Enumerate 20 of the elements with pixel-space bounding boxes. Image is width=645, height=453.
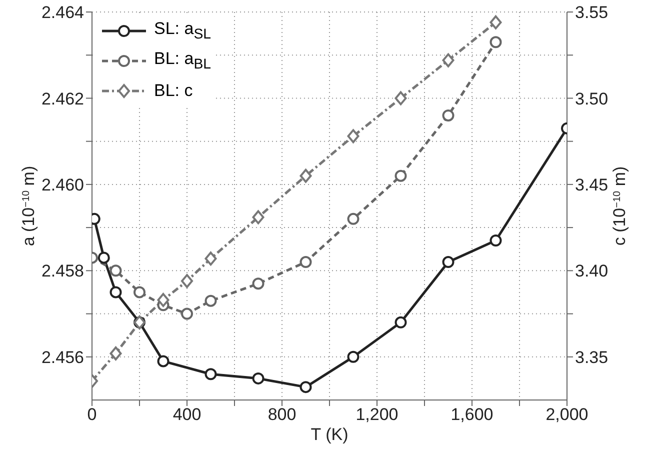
- legend-label: BL: a$_{BL}$: [154, 49, 212, 73]
- y2-tick-label: 3.40: [575, 262, 608, 281]
- y2-tick-label: 3.35: [575, 348, 608, 367]
- legend-label: BL: c: [154, 81, 193, 101]
- x-tick-label: 800: [268, 405, 296, 424]
- y2-tick-label: 3.45: [575, 175, 608, 194]
- x-tick-label: 1,200: [356, 405, 398, 424]
- x-tick-label: 400: [172, 405, 202, 424]
- x-tick-label: 2,000: [546, 405, 588, 424]
- y-tick-label: 2.464: [41, 3, 84, 22]
- y-tick-label: 2.456: [41, 348, 84, 367]
- y2-tick-label: 3.50: [575, 89, 608, 108]
- y-tick-label: 2.462: [41, 89, 84, 108]
- x-tick-label: 1,600: [450, 405, 494, 424]
- legend-label: SL: a$_{SL}$: [154, 19, 212, 43]
- y-tick-label: 2.460: [41, 175, 84, 194]
- y2-tick-label: 3.55: [575, 3, 608, 22]
- y-tick-label: 2.458: [41, 262, 84, 281]
- x-axis-title: T (K): [310, 425, 348, 444]
- x-tick-label: 0: [87, 405, 97, 424]
